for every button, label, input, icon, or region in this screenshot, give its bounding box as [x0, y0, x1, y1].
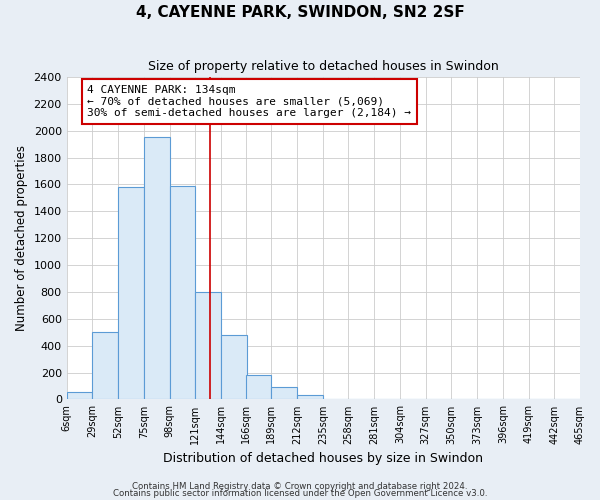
Bar — [118, 187, 144, 400]
Bar — [195, 292, 221, 400]
Bar — [297, 396, 323, 400]
Title: Size of property relative to detached houses in Swindon: Size of property relative to detached ho… — [148, 60, 499, 73]
Text: Contains HM Land Registry data © Crown copyright and database right 2024.: Contains HM Land Registry data © Crown c… — [132, 482, 468, 491]
Text: 4 CAYENNE PARK: 134sqm
← 70% of detached houses are smaller (5,069)
30% of semi-: 4 CAYENNE PARK: 134sqm ← 70% of detached… — [87, 85, 411, 118]
Bar — [144, 138, 170, 400]
Bar — [92, 332, 118, 400]
Bar — [271, 388, 297, 400]
Bar — [221, 335, 247, 400]
Bar — [170, 186, 195, 400]
Text: Contains public sector information licensed under the Open Government Licence v3: Contains public sector information licen… — [113, 489, 487, 498]
X-axis label: Distribution of detached houses by size in Swindon: Distribution of detached houses by size … — [163, 452, 484, 465]
Bar — [67, 392, 92, 400]
Text: 4, CAYENNE PARK, SWINDON, SN2 2SF: 4, CAYENNE PARK, SWINDON, SN2 2SF — [136, 5, 464, 20]
Bar — [245, 374, 271, 400]
Y-axis label: Number of detached properties: Number of detached properties — [15, 145, 28, 331]
